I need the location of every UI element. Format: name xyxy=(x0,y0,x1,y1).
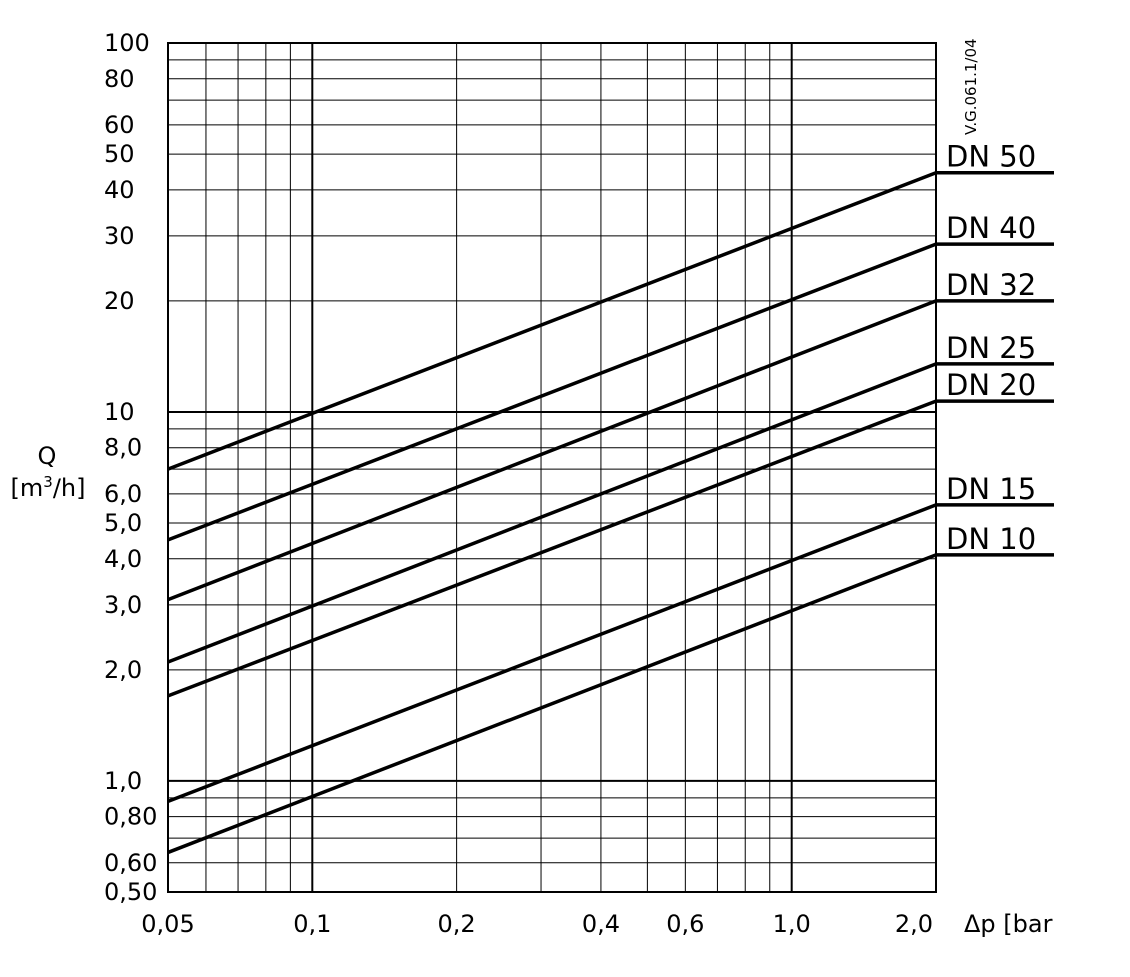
series-label: DN 20 xyxy=(946,368,1036,402)
y-tick-label: 60 xyxy=(104,111,135,139)
series-label: DN 32 xyxy=(946,268,1036,302)
x-tick-label: 0,6 xyxy=(666,910,704,938)
x-tick-label: 2,0 xyxy=(895,910,933,938)
y-tick-label: 0,80 xyxy=(104,803,157,831)
series-line xyxy=(167,299,937,602)
series-label: DN 50 xyxy=(946,140,1036,174)
y-tick-label: 30 xyxy=(104,222,135,250)
series-line xyxy=(167,242,937,542)
y-tick-label: 6,0 xyxy=(104,480,142,508)
x-tick-label: 1,0 xyxy=(773,910,811,938)
x-axis-title: Δp [bar xyxy=(964,910,1053,938)
series-label: DN 15 xyxy=(946,472,1036,506)
y-tick-label: 0,60 xyxy=(104,849,157,877)
series-label: DN 10 xyxy=(946,522,1036,556)
x-tick-labels: 0,05 0,1 0,2 0,4 0,6 1,0 2,0 xyxy=(141,910,933,938)
y-tick-label: 10 xyxy=(104,398,135,426)
y-tick-label: 2,0 xyxy=(104,656,142,684)
y-tick-label: 20 xyxy=(104,287,135,315)
grid xyxy=(167,42,937,893)
y-tick-label: 40 xyxy=(104,176,135,204)
y-tick-label: 80 xyxy=(104,65,135,93)
y-axis-unit: [m3/h] xyxy=(11,473,86,502)
y-tick-label: 8,0 xyxy=(104,434,142,462)
y-axis-title: Q xyxy=(38,442,57,470)
series-label: DN 40 xyxy=(946,211,1036,245)
series-line xyxy=(167,362,937,664)
document-code: V.G.061.1/04 xyxy=(962,38,980,135)
series-line xyxy=(167,171,937,471)
y-tick-label: 4,0 xyxy=(104,545,142,573)
y-tick-label: 100 xyxy=(104,29,150,57)
series-line xyxy=(167,503,937,804)
x-tick-label: 0,05 xyxy=(141,910,194,938)
x-tick-label: 0,2 xyxy=(438,910,476,938)
y-tick-label: 0,50 xyxy=(104,878,157,906)
series-line xyxy=(167,399,937,698)
y-tick-label: 5,0 xyxy=(104,509,142,537)
series-label: DN 25 xyxy=(946,331,1036,365)
x-tick-label: 0,4 xyxy=(582,910,620,938)
y-tick-label: 1,0 xyxy=(104,767,142,795)
plot-frame xyxy=(167,42,937,893)
y-tick-label: 50 xyxy=(104,140,135,168)
x-tick-label: 0,1 xyxy=(293,910,331,938)
y-tick-label: 3,0 xyxy=(104,591,142,619)
series-line xyxy=(167,553,937,855)
